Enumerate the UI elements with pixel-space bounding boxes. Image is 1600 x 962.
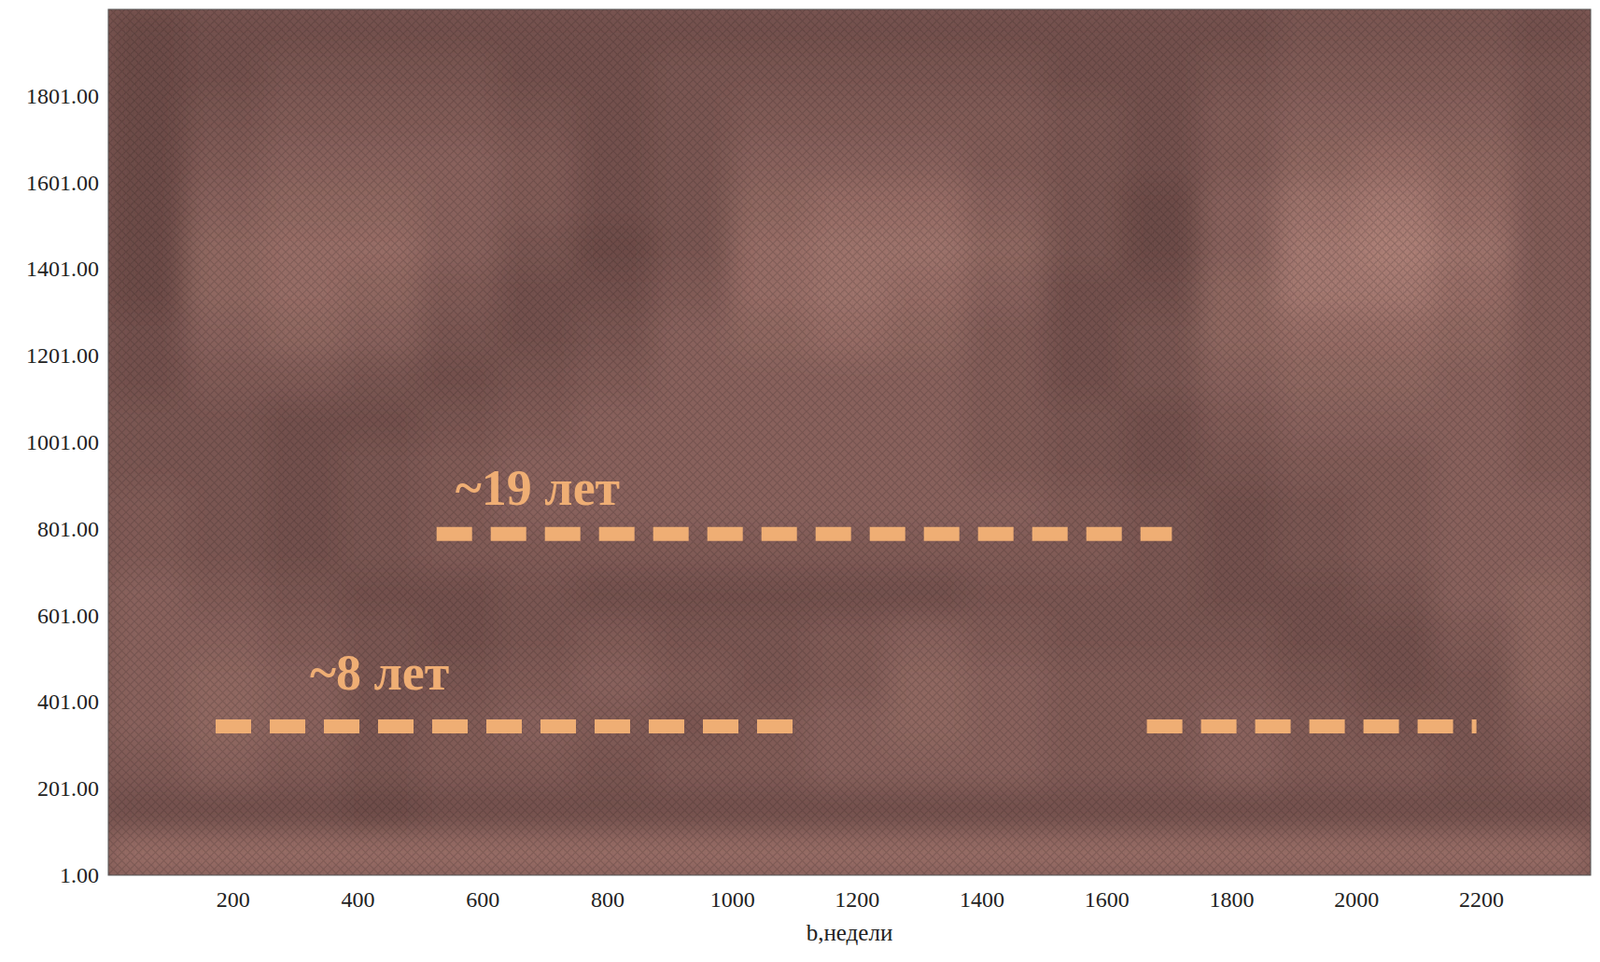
annotation-line	[436, 527, 1173, 542]
plot-area	[108, 9, 1591, 876]
plot-frame	[108, 9, 1591, 876]
plot-background	[108, 9, 1591, 876]
texture	[108, 9, 1591, 876]
x-tick-label: 1400	[959, 887, 1005, 913]
y-tick-label: 1601.00	[26, 170, 99, 196]
y-tick-label: 1.00	[59, 863, 99, 888]
x-tick-label: 1200	[834, 887, 880, 913]
y-tick-label: 201.00	[37, 776, 99, 801]
x-tick-label: 200	[216, 887, 251, 913]
y-tick-label: 1201.00	[26, 343, 99, 368]
y-tick-label: 1401.00	[26, 256, 99, 281]
y-tick-label: 1801.00	[26, 84, 99, 109]
x-tick-label: 1600	[1084, 887, 1130, 913]
x-tick-label: 1000	[710, 887, 756, 913]
annotation-text: ~8 лет	[309, 645, 450, 702]
chart: ~19 лет ~8 лет 200 400 600 800 1000 1200 1400 160…	[0, 0, 1600, 962]
x-tick-label: 800	[590, 887, 625, 913]
y-tick-label: 401.00	[37, 689, 99, 715]
y-tick-label: 1001.00	[26, 430, 99, 455]
x-tick-label: 2200	[1459, 887, 1504, 913]
annotation-line	[215, 719, 794, 734]
heatmap-cells	[108, 9, 1591, 876]
x-tick-label: 600	[465, 887, 500, 913]
x-tick-label: 2000	[1333, 887, 1379, 913]
annotation-text: ~19 лет	[455, 460, 620, 517]
grain	[108, 9, 1591, 876]
x-tick-label: 400	[340, 887, 375, 913]
y-tick-label: 801.00	[37, 517, 99, 542]
x-axis-title: b,недели	[806, 920, 894, 946]
y-tick-label: 601.00	[37, 603, 99, 629]
annotation-line	[1147, 719, 1477, 734]
x-tick-label: 1800	[1209, 887, 1255, 913]
